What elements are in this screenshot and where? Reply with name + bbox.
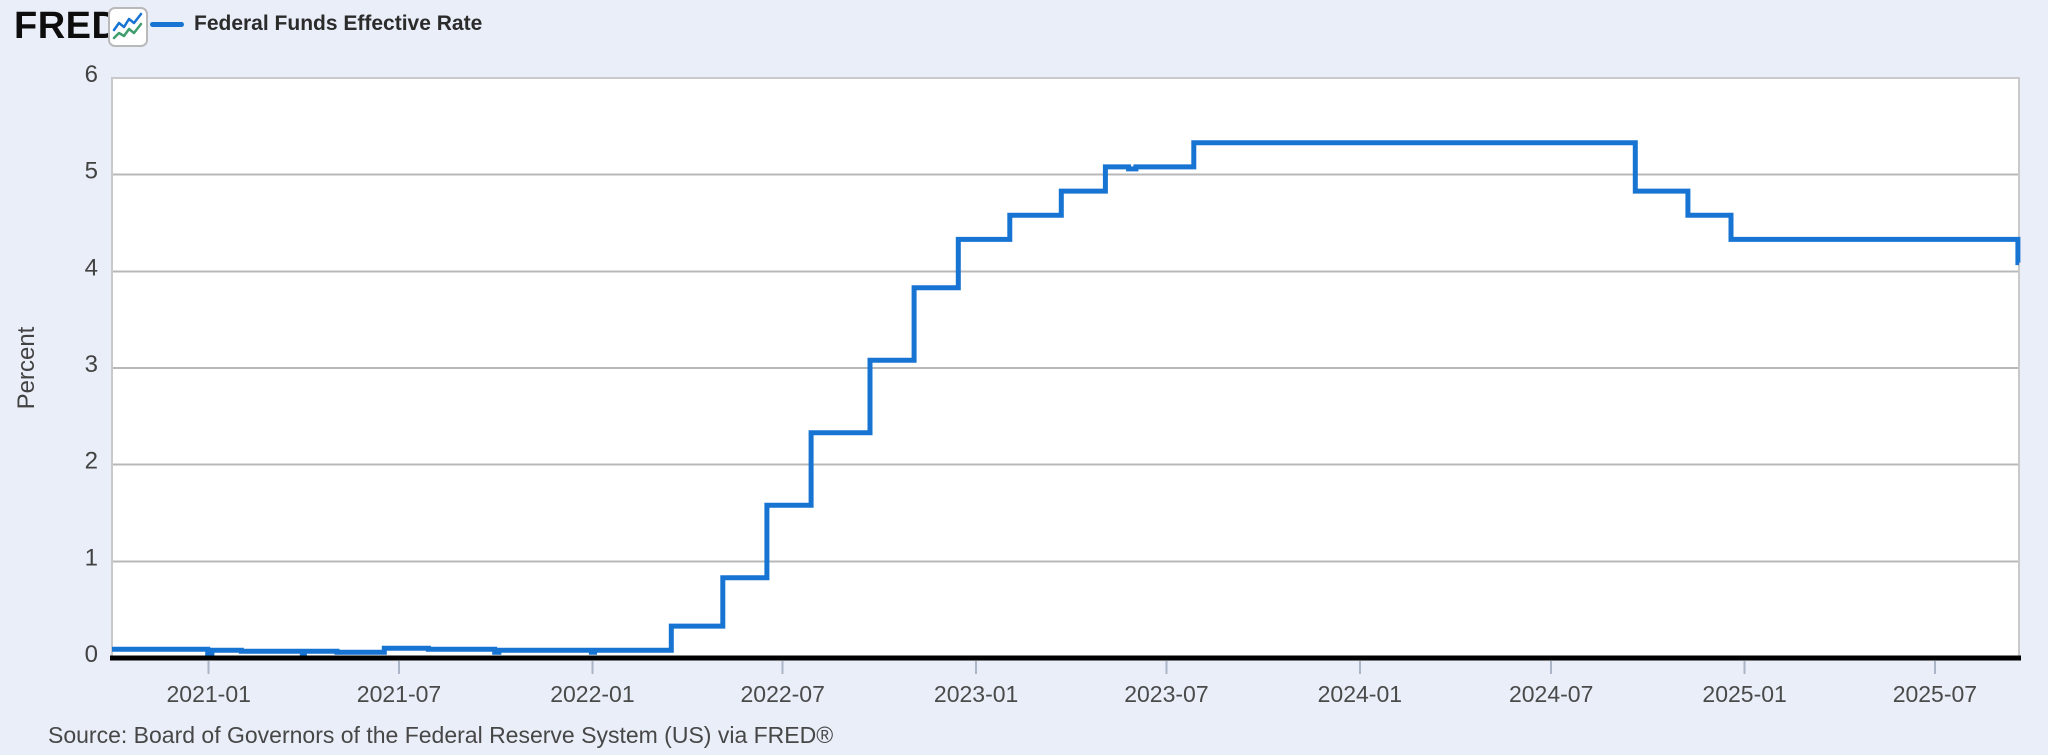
x-axis-tick-label: 2022-01 [550, 681, 634, 707]
x-axis-tick-label: 2023-07 [1124, 681, 1208, 707]
y-axis-tick-label: 2 [85, 448, 98, 475]
x-axis-tick-label: 2025-01 [1702, 681, 1786, 707]
y-axis-tick-label: 4 [85, 254, 98, 281]
x-axis-tick-label: 2022-07 [740, 681, 824, 707]
chart-header: FRED® Federal Funds Effective Rate [0, 0, 2048, 56]
y-axis-title: Percent [13, 326, 40, 409]
x-axis-tick-label: 2024-07 [1509, 681, 1593, 707]
y-axis-tick-label: 5 [85, 158, 98, 185]
x-axis-tick-label: 2025-07 [1893, 681, 1977, 707]
fred-logo-text: FRED [14, 5, 120, 47]
x-axis-tick-label: 2021-01 [167, 681, 251, 707]
source-attribution: Source: Board of Governors of the Federa… [48, 722, 834, 748]
y-axis-tick-label: 6 [85, 61, 98, 88]
x-axis-tick-label: 2023-01 [934, 681, 1018, 707]
fred-sparkline-icon [108, 7, 148, 47]
y-axis-tick-label: 0 [85, 641, 98, 668]
legend-item-federal-funds-rate[interactable]: Federal Funds Effective Rate [150, 12, 482, 36]
legend-label: Federal Funds Effective Rate [194, 12, 483, 35]
rate-series-line[interactable] [112, 140, 2021, 656]
x-axis-tick-label: 2021-07 [357, 681, 441, 707]
y-axis-tick-label: 1 [85, 544, 98, 571]
legend-line-swatch [150, 21, 184, 27]
x-axis-tick-label: 2024-01 [1318, 681, 1402, 707]
y-axis-tick-label: 3 [85, 351, 98, 378]
